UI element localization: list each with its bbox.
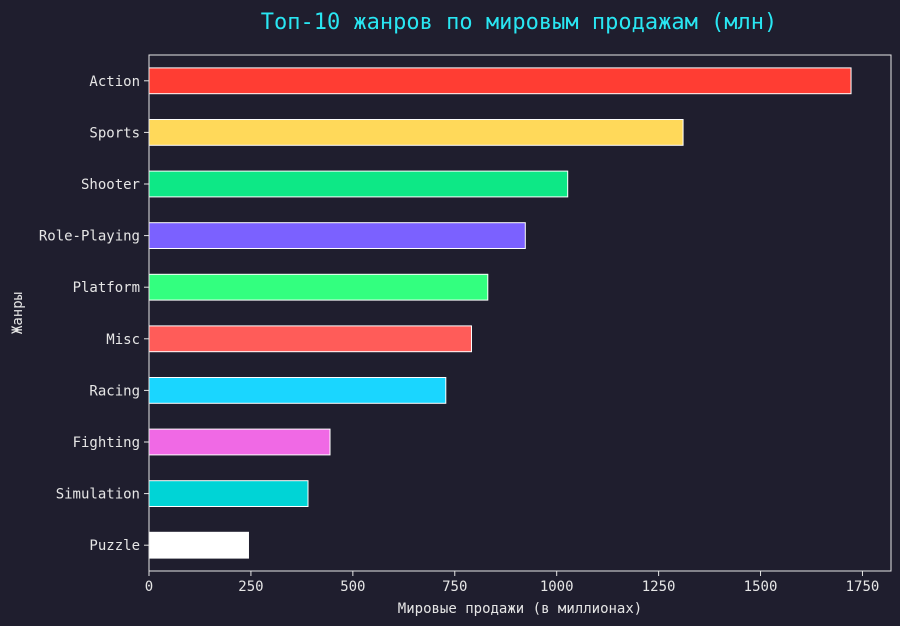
y-tick-label: Misc [106,332,140,348]
x-tick-label: 1500 [744,579,778,595]
y-tick-label: Fighting [73,435,140,451]
bar-misc [148,325,472,353]
bar-role-playing [148,222,526,249]
bar-shooter [148,170,569,198]
bar-platform [148,273,489,301]
x-tick-label: 500 [340,579,365,595]
bar-racing [148,377,447,404]
x-tick-label: 1250 [642,579,676,595]
y-tick-label: Sports [89,125,140,141]
x-tick-label: 0 [145,579,153,595]
y-tick-label: Role-Playing [39,229,140,245]
x-tick-label: 1750 [846,579,880,595]
plot-frame [148,54,892,572]
y-tick-label: Simulation [56,487,140,503]
bar-action [148,67,852,95]
y-axis-ticks: Action Sports Shooter Role-Playing Platform M… [39,74,149,554]
x-axis-ticks: 0 250 500 750 1000 1250 1500 1750 [145,571,880,595]
y-tick-label: Platform [73,280,140,296]
y-axis-label: Жанры [10,292,26,334]
x-tick-label: 250 [238,579,263,595]
chart-title: Топ-10 жанров по мировым продажам (млн) [261,10,778,35]
x-axis-label: Мировые продажи (в миллионах) [398,601,642,617]
plot-area [148,67,852,559]
y-tick-label: Shooter [81,177,140,193]
x-tick-label: 1000 [540,579,574,595]
x-tick-label: 750 [442,579,467,595]
y-tick-label: Action [89,74,140,90]
y-tick-label: Puzzle [89,538,140,554]
bar-fighting [148,428,331,456]
bar-simulation [148,480,309,508]
y-tick-label: Racing [89,383,140,399]
bar-sports [148,119,684,146]
bar-puzzle [148,531,249,559]
